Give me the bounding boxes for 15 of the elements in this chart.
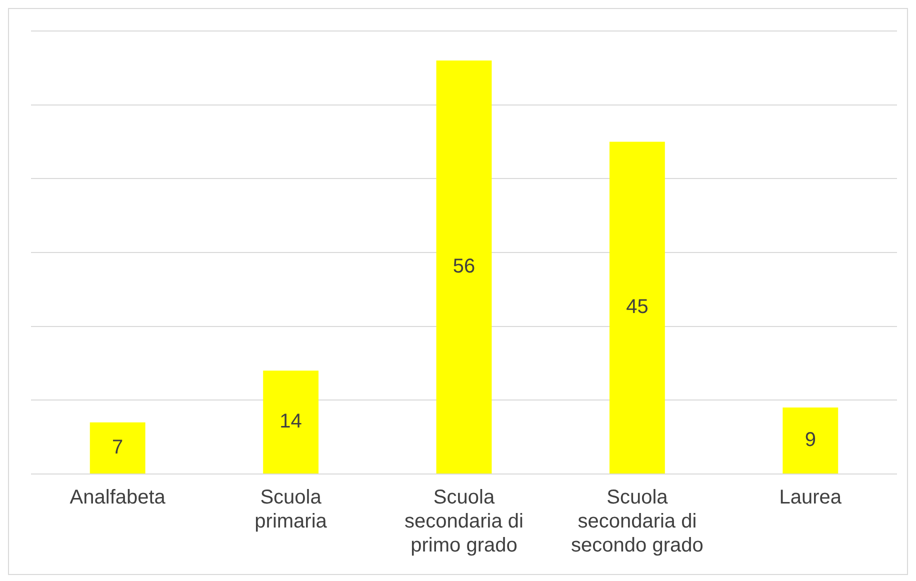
bar <box>90 422 146 474</box>
x-tick-label: Analfabeta <box>70 486 166 509</box>
x-tick-label: Scuola secondaria di secondo grado <box>571 486 704 557</box>
bar <box>263 370 319 474</box>
data-label: 14 <box>280 410 302 433</box>
data-label: 9 <box>804 429 816 452</box>
bar <box>782 408 838 474</box>
x-tick-label: Scuola secondaria di primo grado <box>404 486 524 557</box>
x-tick-label: Laurea <box>779 486 842 509</box>
data-label: 45 <box>626 296 648 318</box>
bar <box>609 142 665 474</box>
data-label: 7 <box>112 436 124 458</box>
x-tick-label: Scuola primaria <box>254 486 328 533</box>
bar <box>436 60 492 474</box>
data-label: 56 <box>452 256 476 278</box>
